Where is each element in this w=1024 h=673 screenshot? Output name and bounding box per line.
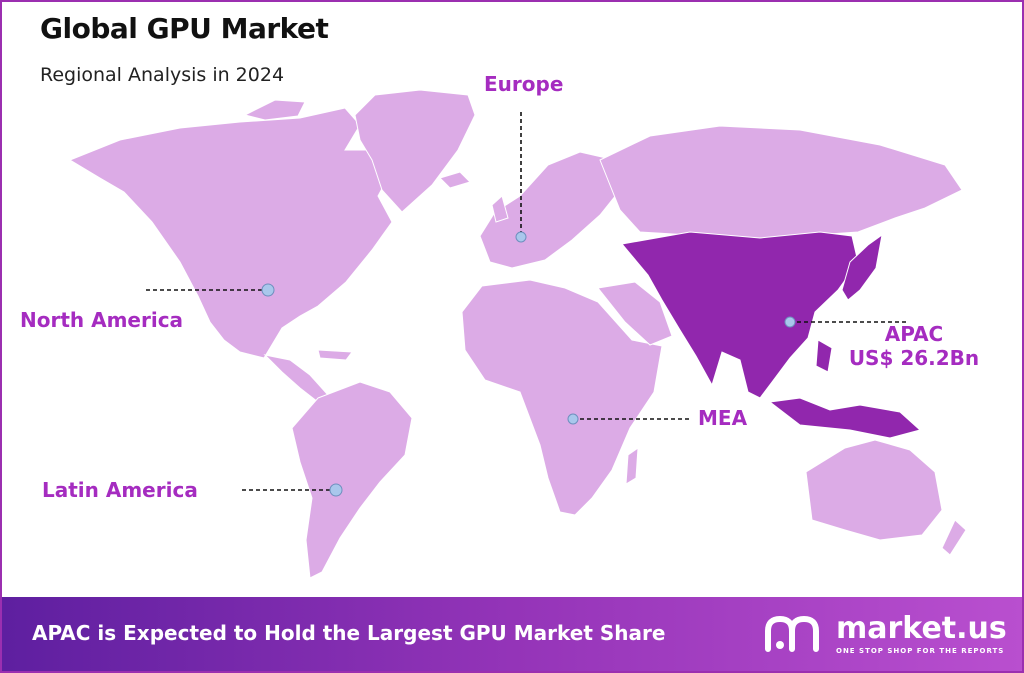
latin-america-label: Latin America: [42, 478, 198, 502]
brand-logo: market.us ONE STOP SHOP FOR THE REPORTS: [762, 609, 1012, 659]
japan-region: [841, 233, 883, 301]
footer-text: APAC is Expected to Hold the Largest GPU…: [32, 621, 666, 645]
mea-label: MEA: [698, 406, 748, 430]
uk-landmass: [491, 195, 509, 223]
philippines-region: [815, 339, 833, 373]
north-america-label: North America: [20, 308, 184, 332]
madagascar-landmass: [625, 446, 639, 485]
apac-label: APAC US$ 26.2Bn: [848, 322, 980, 370]
latin-america-marker: [329, 483, 343, 497]
russia-landmass: [599, 125, 963, 241]
arabia-landmass: [597, 281, 673, 346]
market-us-logo-icon: [765, 615, 819, 652]
new-zealand-landmass: [941, 519, 967, 556]
iceland-landmass: [439, 171, 471, 189]
apac-mainland-region: [621, 231, 859, 399]
apac-name: APAC: [884, 322, 944, 346]
greenland-landmass: [354, 89, 476, 213]
africa-landmass: [461, 279, 663, 516]
footer-banner: APAC is Expected to Hold the Largest GPU…: [2, 597, 1022, 671]
europe-marker: [515, 231, 527, 243]
north-america-landmass: [68, 107, 393, 359]
caribbean-landmass: [317, 349, 353, 361]
arctic-islands-landmass: [243, 99, 306, 121]
apac-value: US$ 26.2Bn: [848, 346, 980, 370]
world-map: [68, 89, 967, 579]
north-america-marker: [261, 283, 275, 297]
indonesia-region: [768, 397, 922, 439]
central-america-landmass: [263, 354, 329, 403]
page-title: Global GPU Market: [40, 12, 329, 45]
page-subtitle: Regional Analysis in 2024: [40, 64, 285, 86]
south-america-landmass: [291, 381, 413, 579]
brand-tagline: ONE STOP SHOP FOR THE REPORTS: [836, 647, 1005, 655]
brand-name: market.us: [836, 611, 1007, 646]
europe-label: Europe: [484, 72, 564, 96]
apac-marker: [784, 316, 796, 328]
mea-marker: [567, 413, 579, 425]
australia-landmass: [805, 439, 943, 541]
